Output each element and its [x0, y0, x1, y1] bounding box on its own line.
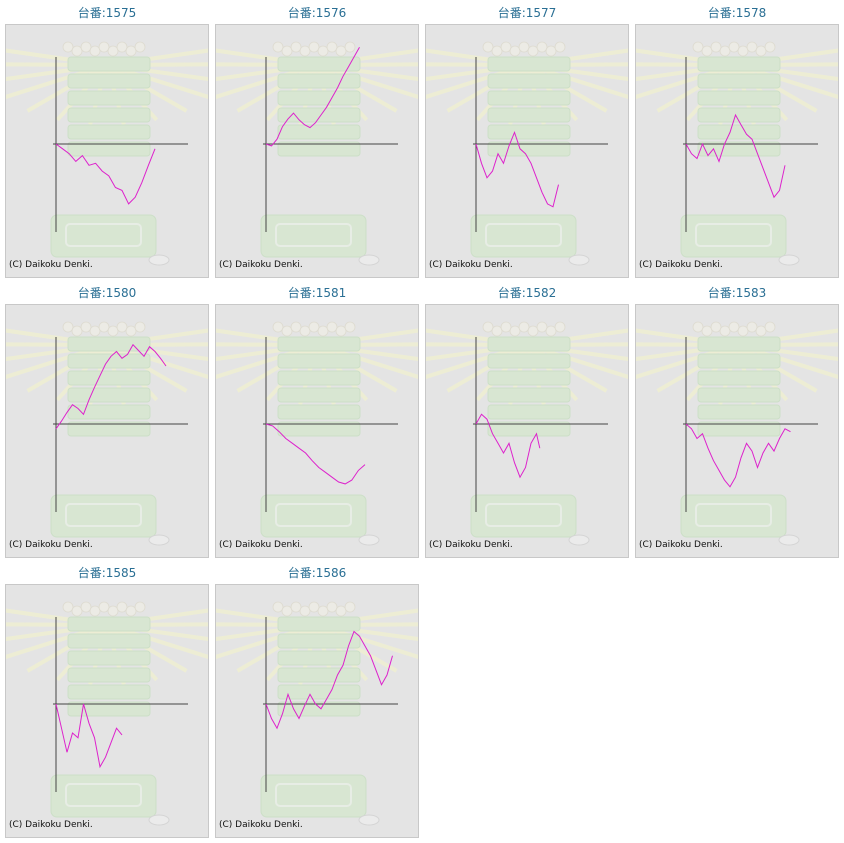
chart-panel: (C) Daikoku Denki. [5, 304, 209, 558]
line-chart [6, 601, 208, 826]
chart-panel: (C) Daikoku Denki. [5, 584, 209, 838]
copyright-text: (C) Daikoku Denki. [639, 540, 723, 550]
chart-panel: (C) Daikoku Denki. [635, 304, 839, 558]
copyright-text: (C) Daikoku Denki. [219, 820, 303, 830]
machine-title-link[interactable]: 台番:1583 [707, 286, 767, 300]
machine-title-link[interactable]: 台番:1577 [497, 6, 557, 20]
machine-title-link[interactable]: 台番:1575 [77, 6, 137, 20]
chart-cell: 台番:1580 (C) Daikoku Denki. [5, 284, 209, 558]
background-illustration [636, 321, 838, 546]
machine-title-link[interactable]: 台番:1586 [287, 566, 347, 580]
copyright-text: (C) Daikoku Denki. [9, 540, 93, 550]
series-line [475, 413, 541, 479]
line-chart [636, 41, 838, 266]
background-illustration [216, 601, 418, 826]
line-chart [636, 321, 838, 546]
background-illustration [6, 601, 208, 826]
machine-title-link[interactable]: 台番:1578 [707, 6, 767, 20]
chart-panel: (C) Daikoku Denki. [425, 24, 629, 278]
copyright-text: (C) Daikoku Denki. [9, 260, 93, 270]
series-line [685, 113, 786, 199]
copyright-text: (C) Daikoku Denki. [639, 260, 723, 270]
chart-panel: (C) Daikoku Denki. [635, 24, 839, 278]
series-line [55, 143, 156, 205]
copyright-text: (C) Daikoku Denki. [219, 540, 303, 550]
chart-cell: 台番:1585 (C) Daikoku Denki. [5, 564, 209, 838]
background-illustration [216, 41, 418, 266]
line-chart [426, 321, 628, 546]
series-line [475, 130, 559, 208]
chart-cell: 台番:1583 (C) Daikoku Denki. [635, 284, 839, 558]
chart-cell: 台番:1586 (C) Daikoku Denki. [215, 564, 419, 838]
chart-cell: 台番:1582 (C) Daikoku Denki. [425, 284, 629, 558]
chart-cell: 台番:1576 (C) Daikoku Denki. [215, 4, 419, 278]
background-illustration [636, 41, 838, 266]
background-illustration [426, 41, 628, 266]
background-illustration [6, 321, 208, 546]
series-line [265, 630, 393, 730]
chart-panel: (C) Daikoku Denki. [215, 584, 419, 838]
background-illustration [426, 321, 628, 546]
chart-panel: (C) Daikoku Denki. [215, 304, 419, 558]
copyright-text: (C) Daikoku Denki. [219, 260, 303, 270]
series-line [55, 703, 123, 769]
copyright-text: (C) Daikoku Denki. [9, 820, 93, 830]
machine-title-link[interactable]: 台番:1581 [287, 286, 347, 300]
series-line [685, 423, 791, 488]
line-chart [216, 41, 418, 266]
copyright-text: (C) Daikoku Denki. [429, 260, 513, 270]
chart-panel: (C) Daikoku Denki. [215, 24, 419, 278]
line-chart [426, 41, 628, 266]
machine-title-link[interactable]: 台番:1576 [287, 6, 347, 20]
chart-cell: 台番:1575 (C) Daikoku Denki. [5, 4, 209, 278]
machine-title-link[interactable]: 台番:1582 [497, 286, 557, 300]
series-line [265, 47, 360, 147]
series-line [265, 423, 366, 485]
chart-cell: 台番:1581 (C) Daikoku Denki. [215, 284, 419, 558]
chart-cell: 台番:1577 (C) Daikoku Denki. [425, 4, 629, 278]
background-illustration [216, 321, 418, 546]
line-chart [6, 41, 208, 266]
machine-title-link[interactable]: 台番:1580 [77, 286, 137, 300]
line-chart [216, 601, 418, 826]
background-illustration [6, 41, 208, 266]
copyright-text: (C) Daikoku Denki. [429, 540, 513, 550]
series-line [55, 343, 167, 430]
machine-title-link[interactable]: 台番:1585 [77, 566, 137, 580]
chart-cell: 台番:1578 (C) Daikoku Denki. [635, 4, 839, 278]
line-chart [6, 321, 208, 546]
chart-panel: (C) Daikoku Denki. [5, 24, 209, 278]
line-chart [216, 321, 418, 546]
chart-panel: (C) Daikoku Denki. [425, 304, 629, 558]
